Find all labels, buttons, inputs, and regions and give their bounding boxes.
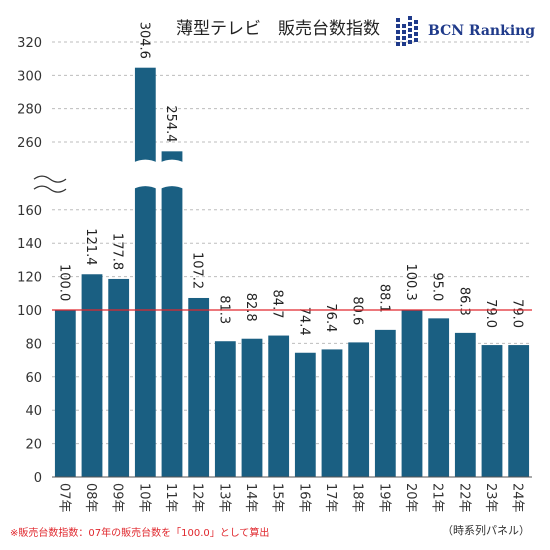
y-tick-label: 0 (34, 471, 42, 486)
y-tick-label: 80 (25, 337, 42, 352)
x-tick-label: 16年 (296, 483, 311, 513)
x-tick-label: 19年 (376, 483, 391, 513)
y-tick-label: 320 (17, 36, 42, 51)
bar (294, 352, 316, 477)
bar (428, 318, 450, 477)
value-label: 100.3 (403, 263, 418, 300)
bar (241, 338, 263, 477)
bar (268, 335, 290, 477)
x-tick-label: 23年 (483, 483, 498, 513)
value-label: 177.8 (110, 233, 125, 270)
x-tick-label: 07年 (56, 483, 71, 513)
axis-break-band (159, 159, 185, 190)
x-tick-label: 15年 (270, 483, 285, 513)
value-label: 79.0 (483, 299, 498, 328)
bcn-grid-logo-icon (396, 16, 418, 46)
value-label: 107.2 (190, 252, 205, 289)
value-label: 304.6 (136, 22, 151, 59)
x-tick-label: 22年 (456, 483, 471, 513)
bar (134, 67, 156, 477)
x-tick-label: 10年 (136, 483, 151, 513)
x-tick-label: 08年 (83, 483, 98, 513)
value-label: 74.4 (296, 307, 311, 336)
bar (508, 345, 530, 477)
bar (481, 345, 503, 477)
y-tick-label: 160 (17, 204, 42, 219)
bar (54, 310, 76, 477)
x-tick-label: 21年 (430, 483, 445, 513)
y-tick-label: 40 (25, 404, 42, 419)
x-tick-label: 24年 (510, 483, 525, 513)
axis-break-mark (33, 175, 67, 183)
axis-break-band (132, 159, 158, 190)
value-label: 79.0 (510, 299, 525, 328)
x-tick-label: 11年 (163, 483, 178, 513)
value-label: 84.7 (270, 290, 285, 319)
y-tick-label: 100 (17, 304, 42, 319)
x-tick-label: 17年 (323, 483, 338, 513)
bar (321, 349, 343, 477)
brand-name: BCN Ranking (428, 23, 536, 39)
bar (188, 297, 210, 477)
x-tick-label: 20年 (403, 483, 418, 513)
value-label: 95.0 (430, 272, 445, 301)
x-tick-label: 09年 (110, 483, 125, 513)
axis-break-band (106, 159, 132, 190)
footnote: ※販売台数指数：07年の販売台数を「100.0」として算出 (10, 528, 270, 539)
bar (454, 332, 476, 477)
value-label: 254.4 (163, 105, 178, 142)
y-tick-label: 20 (25, 438, 42, 453)
x-tick-label: 13年 (216, 483, 231, 513)
bar (161, 151, 183, 478)
y-tick-label: 140 (17, 237, 42, 252)
x-tick-label: 18年 (350, 483, 365, 513)
bar (374, 329, 396, 477)
bar (401, 309, 423, 477)
bar (108, 278, 130, 477)
axis-break-mark (33, 185, 67, 193)
y-tick-label: 260 (17, 136, 42, 151)
bar (348, 342, 370, 477)
chart-title: 薄型テレビ 販売台数指数 (176, 19, 380, 39)
y-tick-label: 120 (17, 271, 42, 286)
y-tick-label: 300 (17, 69, 42, 84)
value-label: 76.4 (323, 303, 338, 332)
value-label: 82.8 (243, 293, 258, 322)
panel-note: （時系列パネル） (442, 524, 530, 537)
value-label: 86.3 (456, 287, 471, 316)
value-label: 80.6 (350, 296, 365, 325)
value-label: 100.0 (56, 264, 71, 301)
y-tick-label: 280 (17, 103, 42, 118)
bar (214, 341, 236, 477)
y-tick-label: 60 (25, 371, 42, 386)
value-label: 88.1 (376, 284, 391, 313)
value-label: 121.4 (83, 228, 98, 265)
x-tick-label: 12年 (190, 483, 205, 513)
x-tick-label: 14年 (243, 483, 258, 513)
brand-logo: BCN Ranking (396, 16, 535, 46)
bar (81, 274, 103, 477)
